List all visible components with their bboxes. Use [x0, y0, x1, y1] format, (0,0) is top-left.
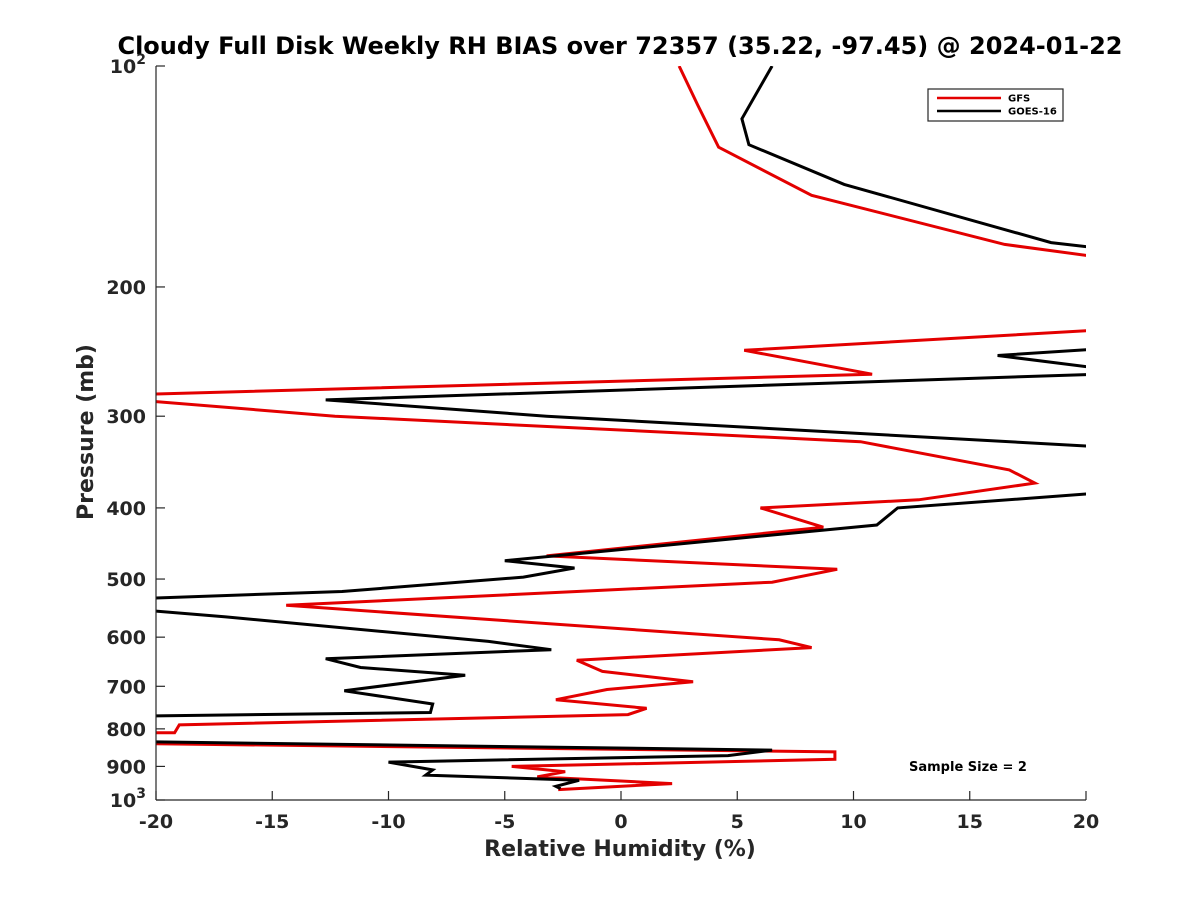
y-tick-label: 600: [106, 627, 146, 649]
x-tick-label: -15: [255, 811, 289, 833]
legend-label-goes-16: GOES-16: [1008, 107, 1057, 118]
chart-title: Cloudy Full Disk Weekly RH BIAS over 723…: [117, 32, 1122, 60]
sample-size-annotation: Sample Size = 2: [909, 760, 1027, 775]
series-line-gfs: [156, 66, 1086, 792]
legend: GFS GOES-16: [927, 88, 1064, 122]
y-tick-label: 102: [110, 52, 146, 78]
x-tick-label: -10: [371, 811, 405, 833]
y-tick-label: 500: [106, 569, 146, 591]
y-axis-label: Pressure (mb): [74, 344, 99, 520]
y-tick-label: 103: [110, 786, 146, 812]
x-tick-label: 0: [614, 811, 627, 833]
y-tick-label: 300: [106, 406, 146, 428]
legend-box: [927, 88, 1064, 122]
x-tick-label: 10: [840, 811, 866, 833]
x-axis-label: Relative Humidity (%): [484, 837, 756, 862]
x-tick-label: -20: [139, 811, 173, 833]
y-tick-label: 200: [106, 277, 146, 299]
legend-label-gfs: GFS: [1008, 94, 1030, 105]
y-tick-label: 900: [106, 756, 146, 778]
y-tick-label: 800: [106, 719, 146, 741]
x-tick-label: 15: [957, 811, 983, 833]
y-tick-label: 400: [106, 498, 146, 520]
y-tick-label: 700: [106, 676, 146, 698]
x-tick-label: 5: [731, 811, 744, 833]
x-tick-label: -5: [494, 811, 515, 833]
series-line-goes-16: [156, 66, 1086, 790]
axes: -20 -15 -10 -5 0 5 10 15 20 102 200 300 400 500 600 700…: [106, 52, 1099, 833]
x-tick-label: 20: [1073, 811, 1099, 833]
plot-area: [156, 66, 1086, 792]
